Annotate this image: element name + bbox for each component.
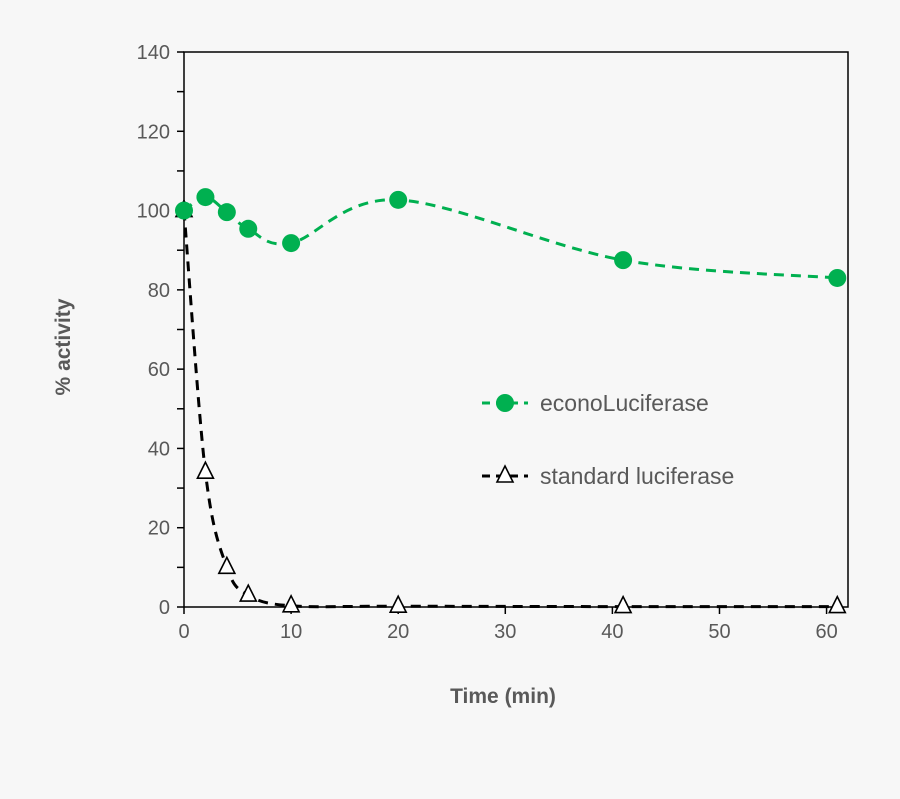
y-tick-label: 20 [148,518,170,540]
data-point [217,555,237,575]
x-tick-label: 50 [708,621,730,643]
data-point [175,201,193,220]
x-tick-label: 40 [601,621,623,643]
data-point [389,190,408,209]
data-point [239,219,258,238]
x-tick-label: 0 [178,621,189,643]
data-point [282,234,301,253]
series-line [183,195,838,280]
x-tick-label: 60 [815,621,837,643]
data-point [196,188,215,207]
data-point [196,460,215,480]
data-point [827,594,847,614]
data-point [828,268,847,287]
legend-label: standard luciferase [540,463,734,489]
legend-label: econoLuciferase [540,390,709,416]
data-point [281,594,301,613]
y-tick-label: 100 [137,201,170,223]
y-tick-label: 60 [148,359,170,381]
data-point [238,583,258,602]
x-tick-label: 20 [387,621,409,643]
data-point [217,203,236,222]
series-econoluciferase [175,188,847,287]
legend-marker [495,464,515,483]
legend-marker [496,394,514,412]
legend: econoLuciferase standard luciferase [482,390,734,489]
y-tick-label: 40 [148,438,170,460]
y-axis-label: % activity [52,298,75,395]
data-point [614,251,633,270]
y-tick-label: 0 [159,597,170,619]
x-tick-label: 30 [494,621,516,643]
data-point [388,594,408,614]
y-tick-label: 80 [148,280,170,302]
x-axis-label: Time (min) [450,685,556,708]
x-tick-label: 10 [280,621,302,643]
y-tick-label: 140 [137,42,170,64]
y-tick-label: 120 [137,121,170,143]
plot-frame [183,51,849,608]
data-point [613,594,633,614]
